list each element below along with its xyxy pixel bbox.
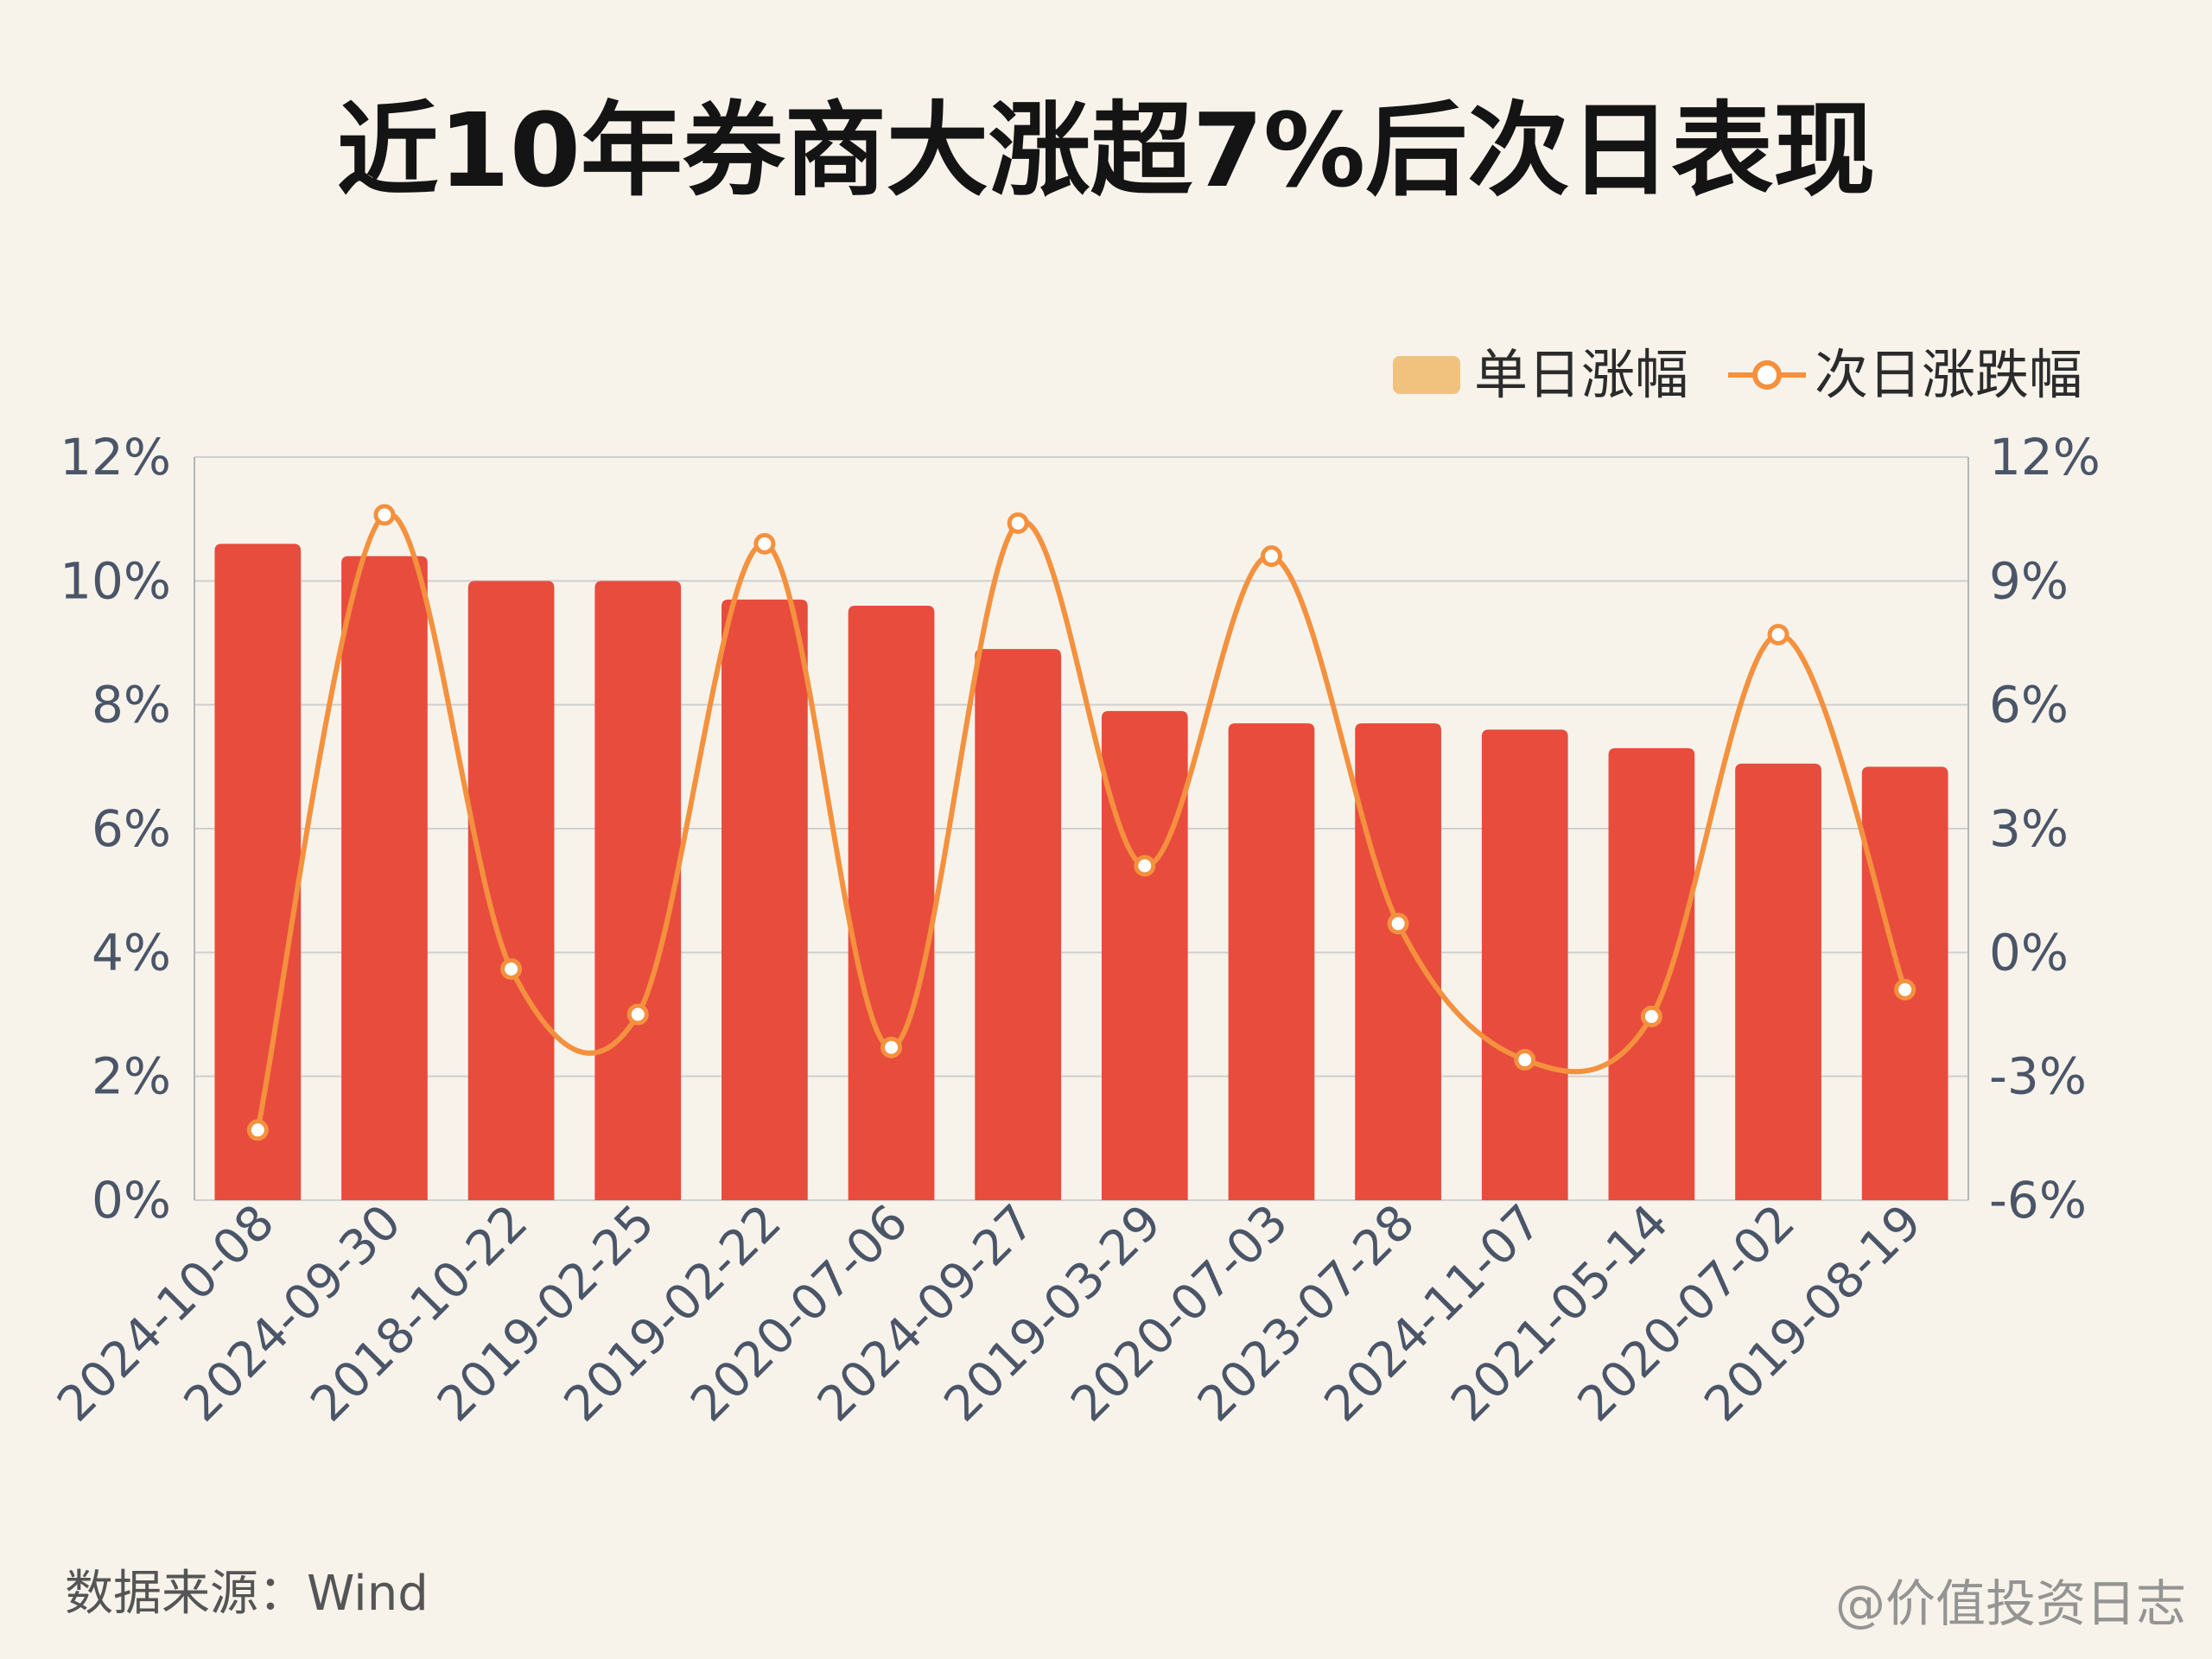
x-tick-label: 2024-10-08 xyxy=(47,1194,285,1433)
bar xyxy=(721,599,808,1200)
legend-bar-swatch xyxy=(1393,356,1460,394)
bar xyxy=(1228,723,1315,1200)
line-point xyxy=(880,1036,903,1058)
bar xyxy=(341,556,428,1200)
source-note: 数据来源：Wind xyxy=(65,1566,429,1622)
y-right-tick-label: 12% xyxy=(1989,428,2101,486)
legend-bar-label: 单日涨幅 xyxy=(1474,343,1688,406)
y-axis-left: 0% 2% 4% 6% 8% 10% 12% xyxy=(60,428,171,1230)
bar xyxy=(1735,763,1821,1200)
y-left-tick-label: 0% xyxy=(92,1171,171,1230)
bar xyxy=(214,543,302,1200)
watermark: @价值投资日志 xyxy=(1835,1574,2186,1633)
y-left-tick-label: 4% xyxy=(92,923,171,982)
bar xyxy=(1608,747,1695,1200)
bar xyxy=(1101,710,1188,1200)
bar xyxy=(594,581,682,1200)
y-right-tick-label: 6% xyxy=(1989,676,2069,734)
line-point xyxy=(1134,855,1156,877)
line-point xyxy=(246,1119,269,1141)
line-point xyxy=(1007,512,1029,534)
line-series xyxy=(246,504,1916,1141)
x-axis: 2024-10-082024-09-302018-10-222019-02-25… xyxy=(47,1194,1932,1433)
y-left-tick-label: 8% xyxy=(92,676,171,734)
line-point xyxy=(1260,545,1282,568)
line-point xyxy=(373,504,396,526)
y-left-tick-label: 12% xyxy=(60,428,171,486)
line-point xyxy=(1767,623,1789,645)
y-left-tick-label: 6% xyxy=(92,799,171,858)
bar xyxy=(1481,729,1568,1200)
gridlines xyxy=(194,456,1969,1201)
bar xyxy=(1355,723,1441,1200)
line-point xyxy=(1894,978,1916,1001)
bar xyxy=(975,649,1062,1200)
y-right-tick-label: -6% xyxy=(1989,1171,2087,1230)
y-left-tick-label: 10% xyxy=(60,551,171,610)
legend-line-marker xyxy=(1752,360,1782,390)
line-point xyxy=(500,957,523,980)
y-right-tick-label: 3% xyxy=(1989,799,2069,858)
y-axis-right: -6% -3% 0% 3% 6% 9% 12% xyxy=(1989,428,2101,1230)
line-point xyxy=(1640,1005,1662,1027)
bar-series xyxy=(214,543,1948,1200)
bar xyxy=(848,606,935,1200)
y-right-tick-label: -3% xyxy=(1989,1047,2087,1106)
line-point xyxy=(1387,912,1409,935)
bar xyxy=(467,581,555,1200)
chart-title: 近10年券商大涨超7%后次日表现 xyxy=(337,91,1876,210)
line-point xyxy=(626,1003,649,1026)
line-point xyxy=(753,532,776,555)
y-right-tick-label: 0% xyxy=(1989,923,2069,982)
y-right-tick-label: 9% xyxy=(1989,551,2069,610)
y-left-tick-label: 2% xyxy=(92,1047,171,1106)
legend: 单日涨幅 次日涨跌幅 xyxy=(1393,343,2082,406)
line-point xyxy=(1514,1049,1536,1071)
legend-line-label: 次日涨跌幅 xyxy=(1815,343,2082,406)
